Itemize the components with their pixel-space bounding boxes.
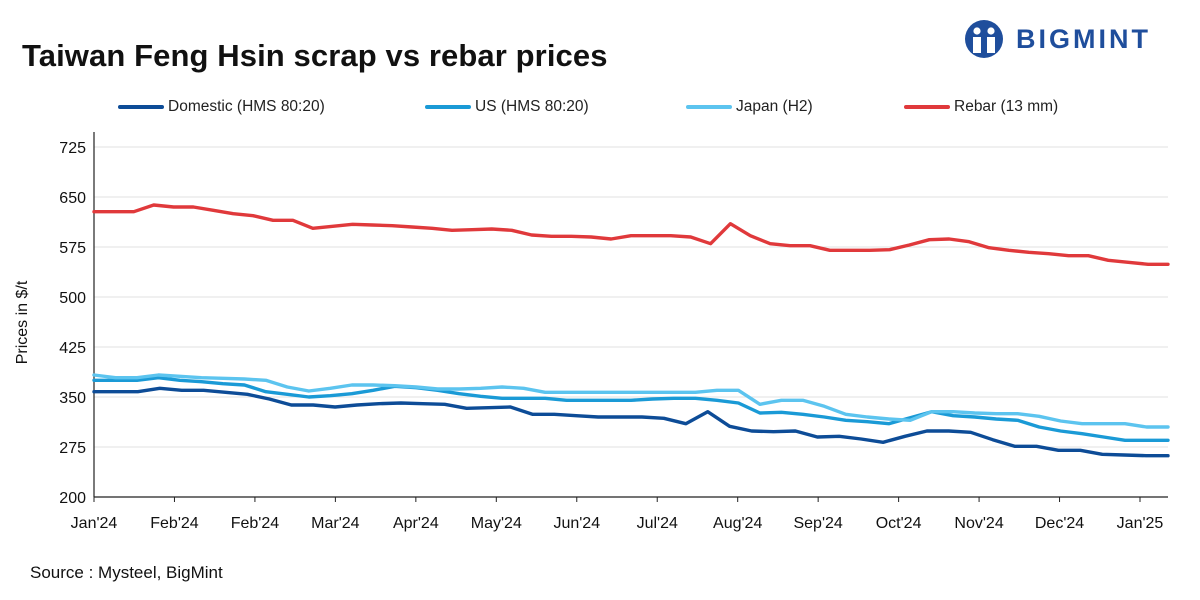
x-tick-label: Jan'25 [1117,515,1164,532]
legend-swatch-rebar [904,105,950,109]
series-line-2 [92,376,1170,442]
x-tick-label: Feb'24 [231,515,280,532]
y-tick-label: 650 [59,190,86,207]
legend-label-us: US (HMS 80:20) [475,98,589,115]
chart-title: Taiwan Feng Hsin scrap vs rebar prices [22,38,608,73]
x-tick-label: Apr'24 [393,515,439,532]
logo-wordmark: BIGMINT [1016,24,1151,54]
series-line-1 [92,386,1170,458]
x-tick-label: Feb'24 [150,515,199,532]
y-tick-label: 425 [59,340,86,357]
legend-item-domestic: Domestic (HMS 80:20) [118,96,325,118]
x-tick-label: May'24 [471,515,522,532]
y-tick-label: 575 [59,240,86,257]
x-tick-label: Aug'24 [713,515,762,532]
legend-item-japan: Japan (H2) [686,96,813,118]
chart-legend: Domestic (HMS 80:20) US (HMS 80:20) Japa… [0,96,1200,120]
x-tick-label: Mar'24 [311,515,360,532]
bigmint-logo-icon [965,20,1003,58]
x-tick-label: Jul'24 [637,515,678,532]
y-tick-label: 500 [59,290,86,307]
y-tick-label: 200 [59,490,86,507]
brand-logo: BIGMINT [962,16,1190,62]
x-tick-label: Jan'24 [71,515,118,532]
y-axis-label: Prices in $/t [14,280,31,364]
series-line-4 [92,203,1170,266]
legend-swatch-domestic [118,105,164,109]
source-note: Source : Mysteel, BigMint [30,563,223,582]
x-tick-label: Jun'24 [553,515,600,532]
y-tick-label: 275 [59,440,86,457]
legend-label-domestic: Domestic (HMS 80:20) [168,98,325,115]
x-tick-label: Sep'24 [793,515,842,532]
series-line-3 [92,373,1170,429]
x-tick-label: Oct'24 [876,515,922,532]
y-tick-label: 350 [59,390,86,407]
legend-label-rebar: Rebar (13 mm) [954,98,1059,115]
legend-item-rebar: Rebar (13 mm) [904,96,1058,118]
x-tick-label: Dec'24 [1035,515,1084,532]
legend-item-us: US (HMS 80:20) [425,96,589,118]
legend-swatch-japan [686,105,732,109]
legend-label-japan: Japan (H2) [736,98,813,115]
legend-swatch-us [425,105,471,109]
y-tick-label: 725 [59,140,86,157]
x-tick-label: Nov'24 [954,515,1003,532]
